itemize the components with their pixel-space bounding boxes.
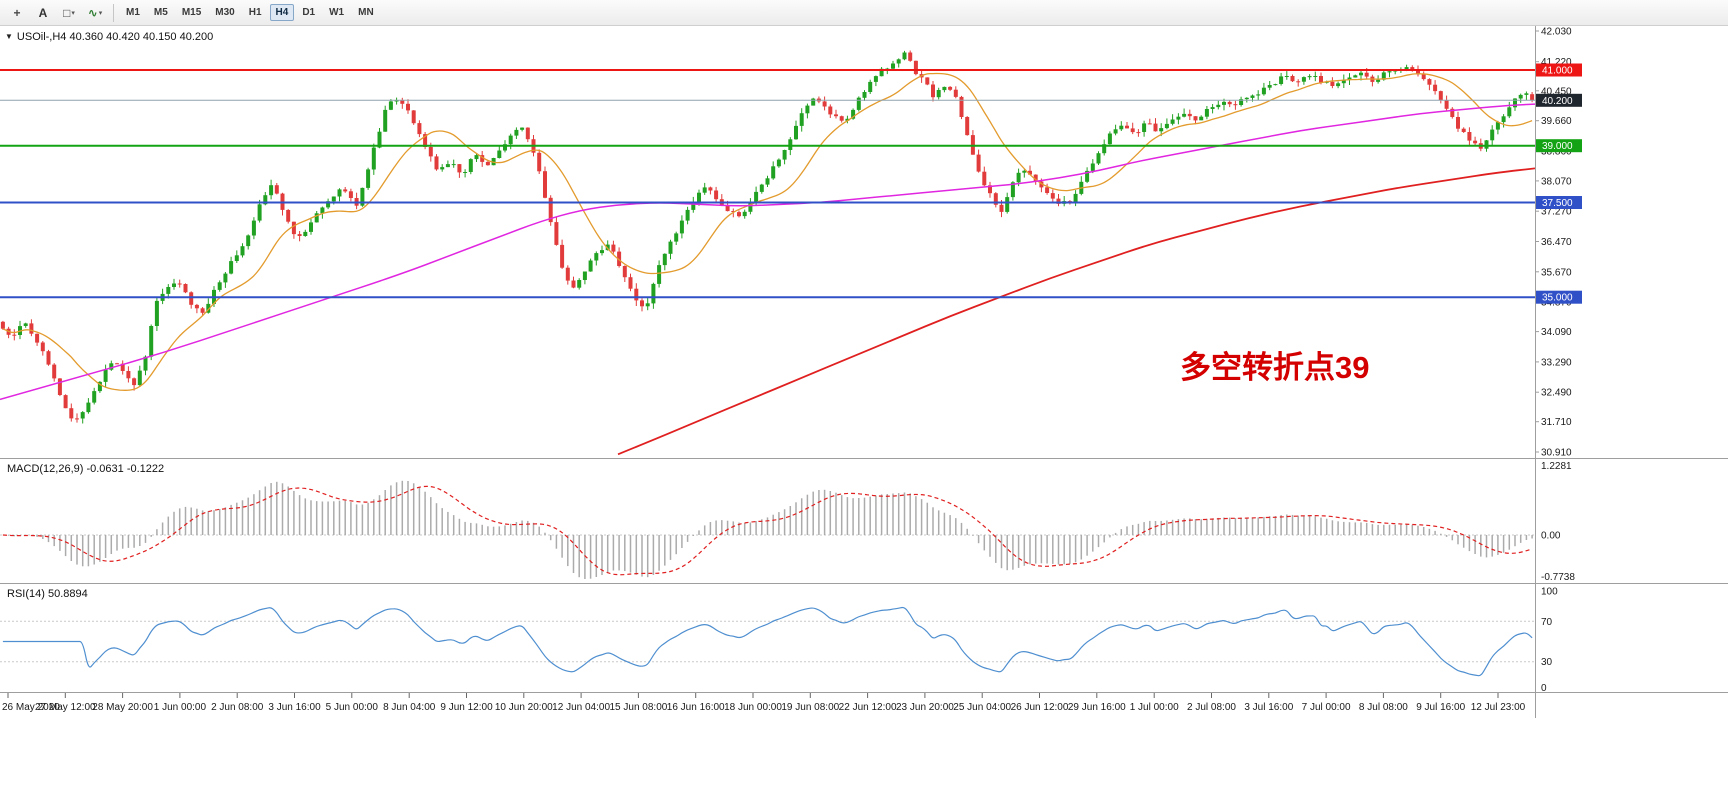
time-axis-label: 26 May 2020	[2, 702, 60, 713]
time-axis-label: 23 Jun 20:00	[896, 702, 954, 713]
price-tick-label: 41.220	[1541, 57, 1572, 68]
moving-averages	[0, 72, 1535, 456]
ma-medium-line	[0, 103, 1535, 401]
macd-indicator-label: MACD(12,26,9) -0.0631 -0.1222	[7, 463, 165, 475]
price-badge	[1536, 139, 1582, 153]
macd-signal-line	[2, 485, 1533, 576]
price-tick-label: 36.470	[1541, 237, 1572, 248]
time-axis-label: 29 Jun 16:00	[1068, 702, 1126, 713]
chart-annotation-text: 多空转折点39	[1180, 350, 1370, 385]
price-tick-label: 32.490	[1541, 388, 1572, 399]
time-axis-label: 26 Jun 12:00	[1011, 702, 1069, 713]
time-axis-label: 8 Jun 04:00	[383, 702, 436, 713]
rsi-line	[2, 606, 1533, 677]
macd-panel	[0, 480, 1535, 579]
ma-fast-line	[2, 72, 1533, 391]
chart-symbol-title: ▼ USOil-,H4 40.360 40.420 40.150 40.200	[5, 31, 213, 43]
time-axis-label: 7 Jul 00:00	[1302, 702, 1351, 713]
price-tick-label: 38.070	[1541, 176, 1572, 187]
toolbar-separator	[113, 3, 114, 22]
timeframe-button-w1[interactable]: W1	[323, 4, 350, 21]
crosshair-tool-icon[interactable]: +	[13, 5, 21, 20]
rsi-scale[interactable]: 100 70 30 0	[1541, 587, 1558, 695]
price-badge	[1536, 63, 1582, 77]
ma-slow-line	[617, 167, 1535, 456]
rsi-tick-label: 30	[1541, 657, 1553, 668]
panel-separators	[0, 458, 1728, 693]
dropdown-arrow-icon[interactable]: ▾	[71, 9, 75, 17]
timeframe-button-h4[interactable]: H4	[269, 4, 295, 21]
horizontal-level-lines[interactable]	[0, 69, 1535, 299]
price-badge	[1536, 196, 1582, 209]
time-axis-label: 9 Jun 12:00	[440, 702, 493, 713]
time-axis-label: 9 Jul 16:00	[1416, 702, 1465, 713]
time-axis-label: 2 Jul 08:00	[1187, 702, 1236, 713]
time-axis-label: 5 Jun 00:00	[326, 702, 379, 713]
price-tick-label: 39.660	[1541, 116, 1572, 127]
drawing-tools-group: + A □ ▾ ∿ ▾	[4, 2, 108, 24]
symbol-ohlc-text: USOil-,H4 40.360 40.420 40.150 40.200	[16, 31, 214, 43]
price-badge	[1536, 290, 1582, 304]
time-axis-label: 2 Jun 08:00	[211, 702, 264, 713]
time-axis-label: 18 Jun 00:00	[724, 702, 782, 713]
time-axis-label: 15 Jun 08:00	[609, 702, 667, 713]
timeframe-button-d1[interactable]: D1	[296, 4, 321, 21]
time-axis-label: 12 Jul 23:00	[1471, 702, 1526, 713]
price-badge-label: 40.200	[1542, 96, 1573, 107]
time-axis-label: 10 Jun 20:00	[495, 702, 553, 713]
dropdown-arrow-icon[interactable]: ▾	[98, 9, 103, 17]
price-badge-label: 41.000	[1542, 66, 1573, 77]
timeframe-button-m15[interactable]: M15	[176, 4, 207, 21]
timeframe-button-mn[interactable]: MN	[352, 4, 380, 21]
timeframe-button-h1[interactable]: H1	[243, 4, 268, 21]
macd-tick-label: 0.00	[1541, 531, 1561, 542]
price-tick-label: 37.270	[1541, 207, 1572, 218]
price-tick-label: 31.710	[1541, 417, 1572, 428]
price-badge-label: 35.000	[1542, 293, 1573, 304]
time-axis-label: 28 May 20:00	[92, 702, 153, 713]
macd-tick-label: -0.7738	[1541, 572, 1575, 583]
price-badge-label: 37.500	[1542, 198, 1573, 209]
time-axis-label: 16 Jun 16:00	[667, 702, 725, 713]
time-axis-label: 12 Jun 04:00	[552, 702, 610, 713]
indicators-tool-icon[interactable]: ∿ ▾	[87, 5, 103, 20]
timeframe-button-m1[interactable]: M1	[120, 4, 146, 21]
rsi-panel	[0, 606, 1535, 677]
time-axis-label: 1 Jun 00:00	[154, 702, 207, 713]
collapse-arrow-icon[interactable]: ▼	[5, 32, 13, 41]
time-axis-label: 3 Jun 16:00	[268, 702, 321, 713]
macd-tick-label: 1.2281	[1541, 461, 1572, 472]
toolbar: + A □ ▾ ∿ ▾ M1 M5 M15 M30 H1 H4 D1 W1 MN	[0, 0, 1728, 26]
time-axis-label: 25 Jun 04:00	[953, 702, 1011, 713]
price-badge-label: 39.000	[1542, 141, 1573, 152]
rsi-indicator-label: RSI(14) 50.8894	[7, 588, 88, 600]
shapes-tool-icon[interactable]: □ ▾	[63, 5, 75, 20]
price-tick-label: 34.090	[1541, 327, 1572, 338]
timeframe-button-m5[interactable]: M5	[148, 4, 174, 21]
price-tick-label: 42.030	[1541, 27, 1572, 38]
price-scale[interactable]: 42.03041.22040.45039.66038.86038.07037.2…	[1535, 26, 1582, 718]
price-tick-label: 40.450	[1541, 86, 1572, 97]
rsi-tick-label: 100	[1541, 587, 1558, 598]
rsi-tick-label: 70	[1541, 617, 1553, 628]
price-badge	[1536, 93, 1582, 107]
time-axis-label: 27 May 12:00	[35, 702, 96, 713]
rsi-tick-label: 0	[1541, 683, 1547, 694]
time-axis-label: 3 Jul 16:00	[1244, 702, 1293, 713]
price-tick-label: 35.670	[1541, 267, 1572, 278]
time-axis-label: 19 Jun 08:00	[781, 702, 839, 713]
time-axis-label: 22 Jun 12:00	[839, 702, 897, 713]
time-axis-label: 1 Jul 00:00	[1130, 702, 1179, 713]
text-tool-icon[interactable]: A	[38, 5, 48, 20]
timeframe-button-m30[interactable]: M30	[209, 4, 240, 21]
price-tick-label: 33.290	[1541, 357, 1572, 368]
time-axis-label: 8 Jul 08:00	[1359, 702, 1408, 713]
timeframe-buttons-group: M1 M5 M15 M30 H1 H4 D1 W1 MN	[119, 4, 381, 21]
macd-scale[interactable]: 1.2281 0.00 -0.7738	[1541, 461, 1575, 583]
price-tick-label: 30.910	[1541, 448, 1572, 459]
